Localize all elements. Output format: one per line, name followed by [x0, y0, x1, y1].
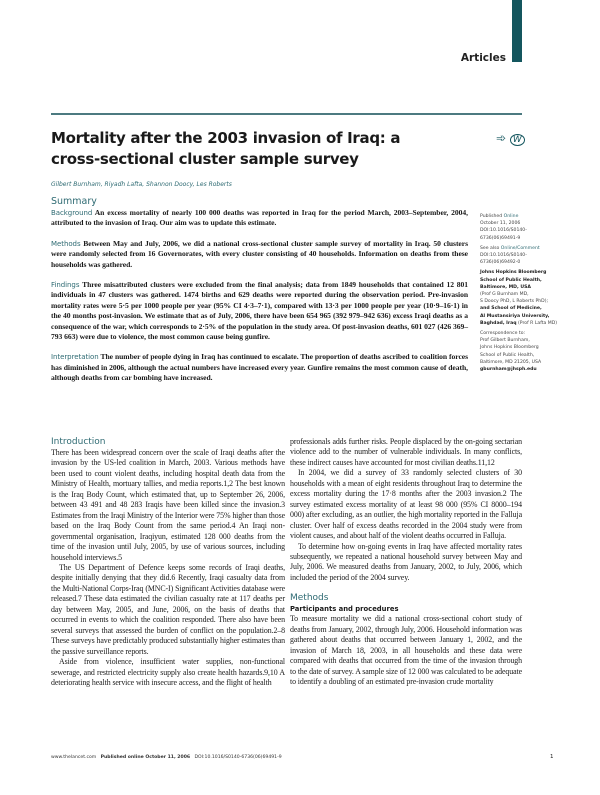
doi: DOI:10.1016/S0140-6736(06)69491-9 — [194, 755, 282, 760]
body-column-left: Introduction There has been widespread c… — [51, 437, 285, 688]
published-online-link[interactable]: Online — [503, 214, 519, 219]
see-also: See also Online/Comment DOI:10.1016/S014… — [480, 245, 540, 266]
methods-heading: Methods — [290, 593, 329, 604]
summary-background: Background An excess mortality of nearly… — [51, 208, 468, 228]
summary-findings: Findings Three misattributed clusters we… — [51, 280, 469, 342]
introduction-heading: Introduction — [51, 437, 106, 447]
article-icons: ➾ W — [496, 131, 525, 146]
author-list: Gilbert Burnham, Riyadh Lafta, Shannon D… — [51, 181, 232, 188]
section-label: Articles — [460, 52, 506, 64]
participants-heading: Participants and procedures — [290, 605, 399, 614]
paragraph: There has been widespread concern over t… — [51, 448, 285, 562]
sidebar-notes: Published Online October 11, 2006 DOI:10… — [480, 213, 595, 376]
paragraph: To measure mortality we did a national c… — [290, 614, 522, 687]
published-info: Published Online October 11, 2006 DOI:10… — [480, 214, 527, 241]
affiliations: Johns Hopkins Bloomberg School of Public… — [480, 270, 558, 326]
paragraph: In 2004, we did a survey of 33 randomly … — [290, 468, 522, 541]
summary-heading: Summary — [51, 196, 97, 207]
correspondence: Correspondence to: Prof Gilbert Burnham,… — [480, 331, 542, 373]
paragraph: To determine how on-going events in Iraq… — [290, 541, 522, 582]
section-accent-bar — [512, 0, 522, 62]
site-link[interactable]: www.thelancet.com — [51, 755, 97, 760]
page-number: 1 — [550, 754, 554, 760]
article-title: Mortality after the 2003 invasion of Ira… — [51, 129, 401, 168]
summary-interpretation: Interpretation The number of people dyin… — [51, 352, 468, 383]
header-rule — [51, 113, 522, 115]
email-link[interactable]: gburnham@jhsph.edu — [480, 367, 537, 373]
comment-link[interactable]: Online/Comment — [500, 245, 540, 251]
arrow-icon[interactable]: ➾ — [496, 131, 507, 145]
body-column-right: professionals adds further risks. People… — [290, 437, 522, 688]
paragraph: professionals adds further risks. People… — [290, 437, 522, 467]
paragraph: The US Department of Defence keeps some … — [51, 562, 285, 656]
page-footer: www.thelancet.com Published online Octob… — [51, 755, 282, 760]
summary-methods: Methods Between May and July, 2006, we d… — [51, 238, 468, 269]
paragraph: Aside from violence, insufficient water … — [51, 657, 285, 687]
summary: Summary Background An excess mortality o… — [51, 196, 468, 394]
w-circle-icon[interactable]: W — [509, 134, 525, 146]
